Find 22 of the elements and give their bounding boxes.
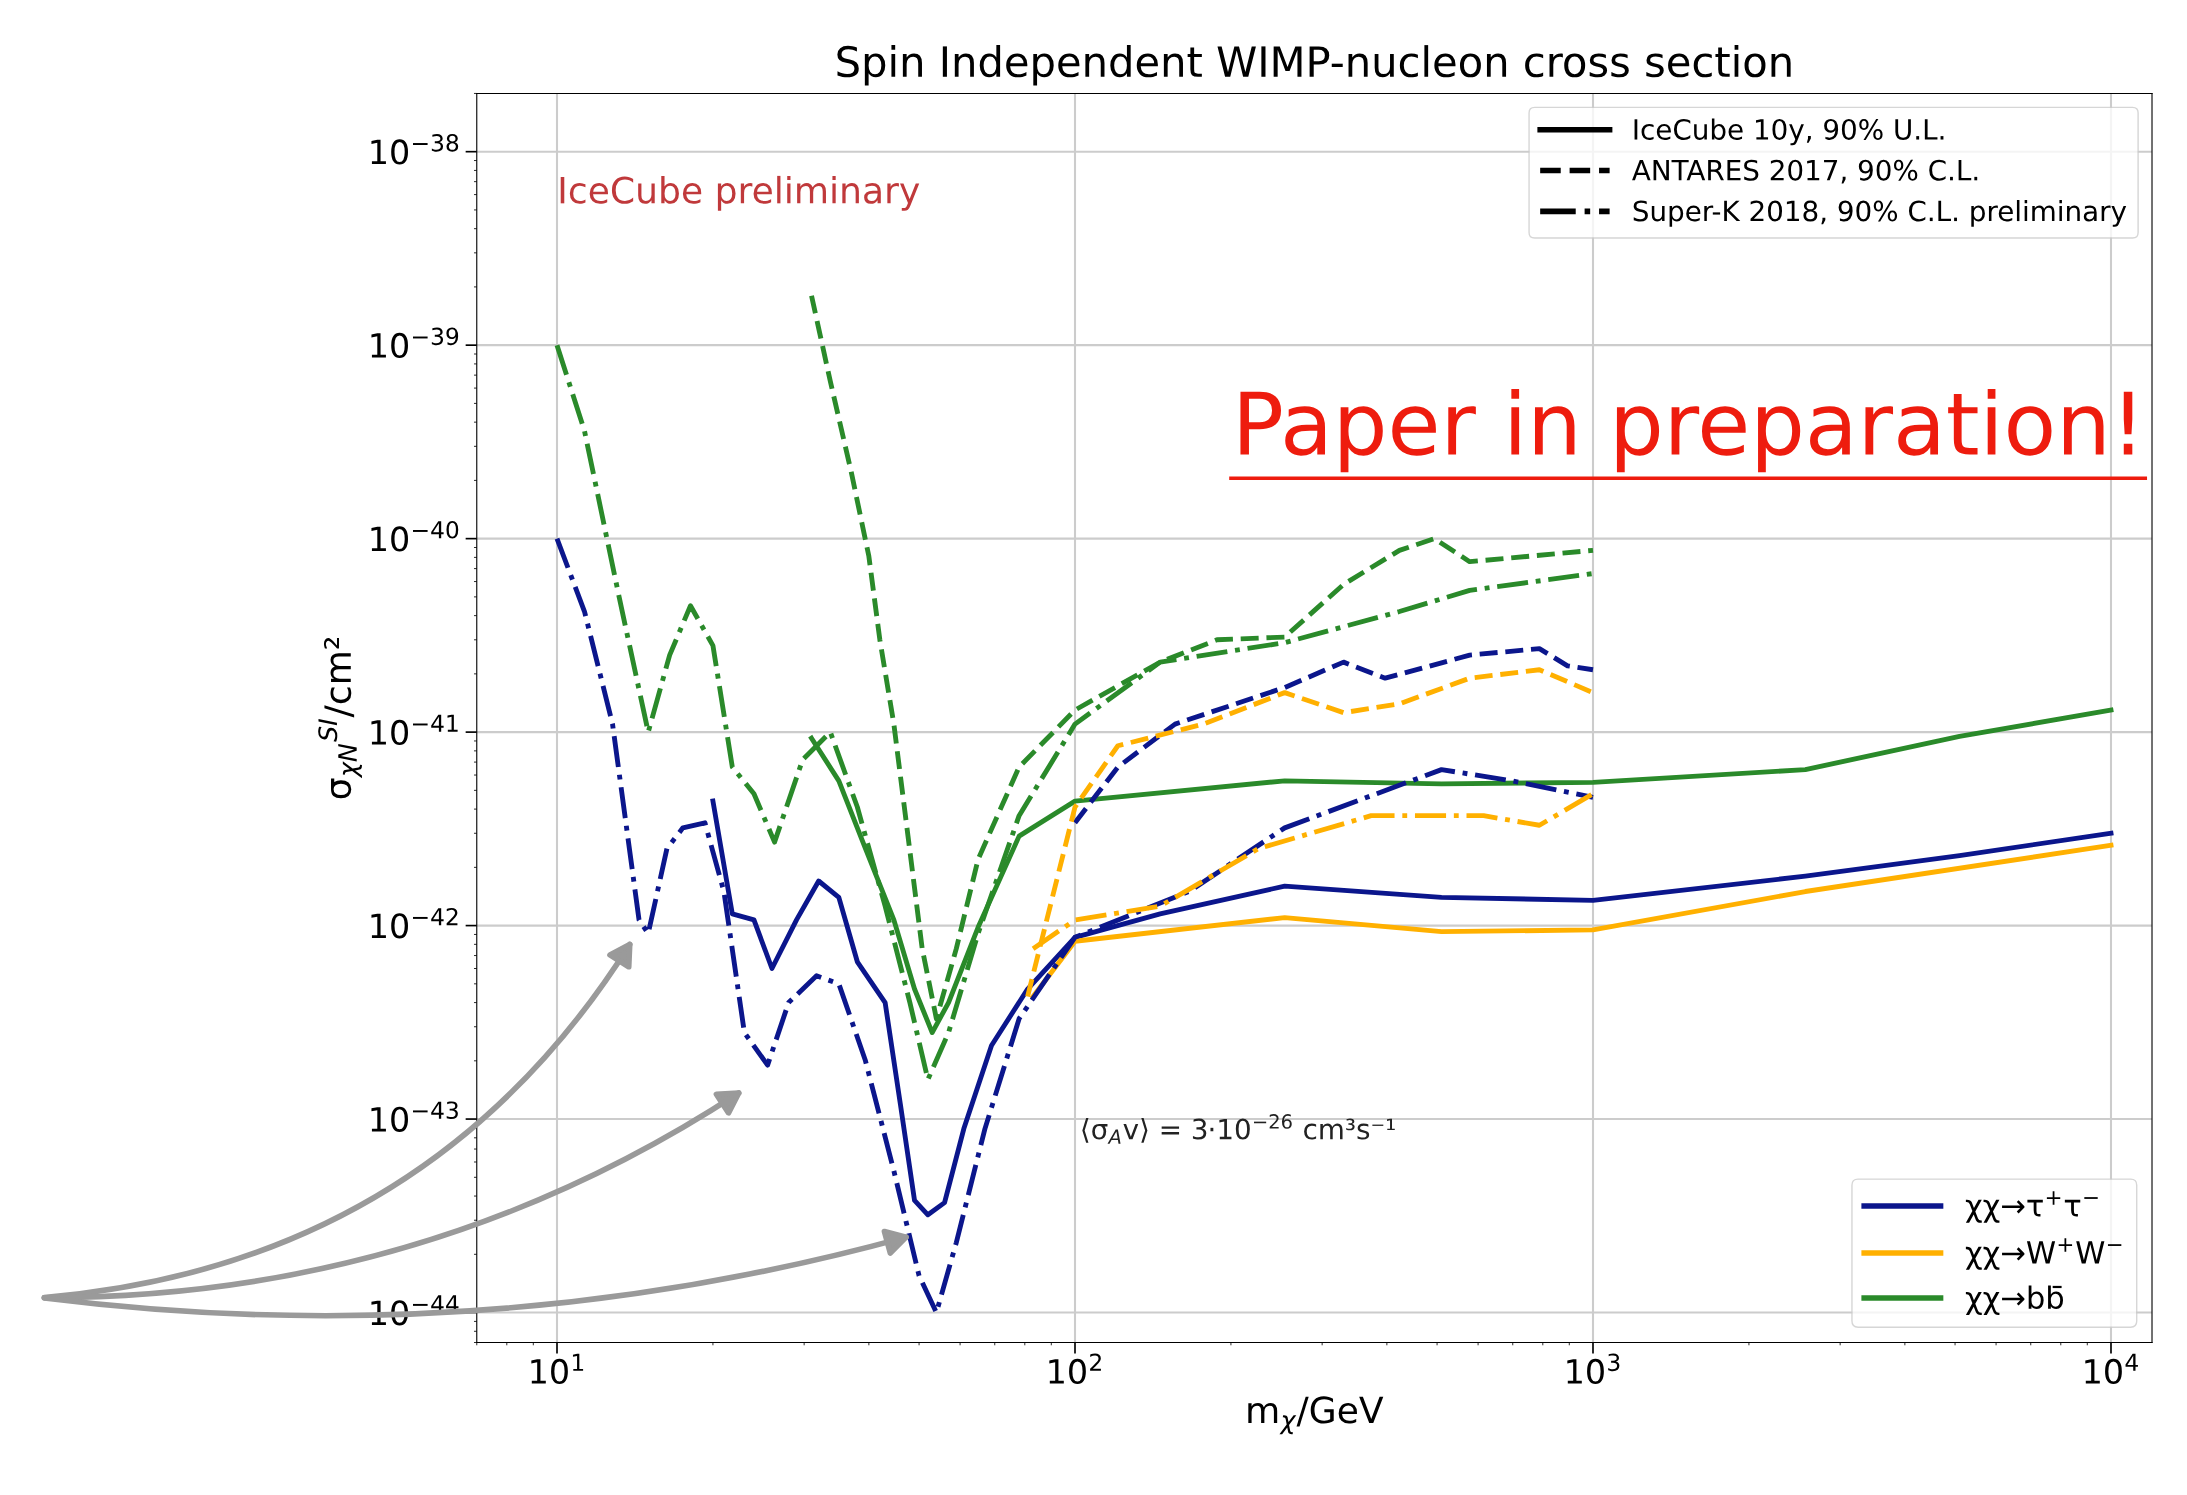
y-tick-label: 10$^{−43}$ <box>371 1101 458 1132</box>
legend-label: Super-K 2018, 90% C.L. preliminary <box>1633 199 2127 227</box>
y-tick-label: 10$^{−39}$ <box>371 327 459 359</box>
legend-label: ANTARES 2017, 90% C.L. <box>1632 159 1978 184</box>
legend-label: χχ→τ$^{+}$τ$^{−}$ <box>1965 1191 2098 1223</box>
x-tick-label: 10$^{4}$ <box>2085 1353 2138 1385</box>
annotation: IceCube preliminary <box>560 175 920 211</box>
x-axis-title: m$_{χ}$/GeV <box>1248 1396 1384 1435</box>
annotation: ⟨σ$_{A}$v⟩ = 3·10$^{−26}$ cm³s⁻¹ <box>1082 1114 1395 1144</box>
y-tick-label: 10$^{−42}$ <box>371 907 458 939</box>
y-tick-label: 10$^{−38}$ <box>371 134 459 165</box>
y-tick-label: 10$^{−41}$ <box>371 714 458 746</box>
y-tick-label: 10$^{−40}$ <box>371 520 459 552</box>
x-tick-label: 10$^{3}$ <box>1567 1353 1620 1385</box>
x-tick-label: 10$^{1}$ <box>531 1353 584 1385</box>
legend-label: IceCube 10y, 90% U.L. <box>1634 118 1944 146</box>
legend-label: χχ→bb̄ <box>1965 1285 2064 1316</box>
annotation: Paper in preparation! <box>1240 389 2133 473</box>
x-tick-label: 10$^{2}$ <box>1049 1353 1101 1385</box>
legend-label: χχ→W$^{+}$W$^{−}$ <box>1965 1238 2122 1270</box>
chart-title: Spin Independent WIMP-nucleon cross section <box>837 45 1791 86</box>
y-axis-title: σ$_{χN}$$^{SI}$/cm² <box>318 637 362 799</box>
